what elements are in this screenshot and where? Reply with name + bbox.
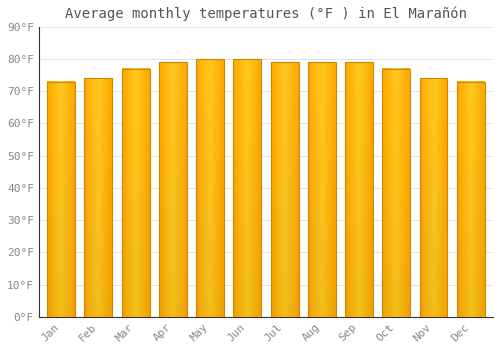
Bar: [234, 59, 262, 317]
Bar: [308, 62, 336, 317]
Bar: [270, 62, 298, 317]
Bar: [122, 69, 150, 317]
Title: Average monthly temperatures (°F ) in El Marañón: Average monthly temperatures (°F ) in El…: [65, 7, 467, 21]
Bar: [84, 78, 112, 317]
Bar: [382, 69, 410, 317]
Bar: [196, 59, 224, 317]
Bar: [420, 78, 448, 317]
Bar: [159, 62, 187, 317]
Bar: [47, 82, 75, 317]
Bar: [457, 82, 484, 317]
Bar: [345, 62, 373, 317]
